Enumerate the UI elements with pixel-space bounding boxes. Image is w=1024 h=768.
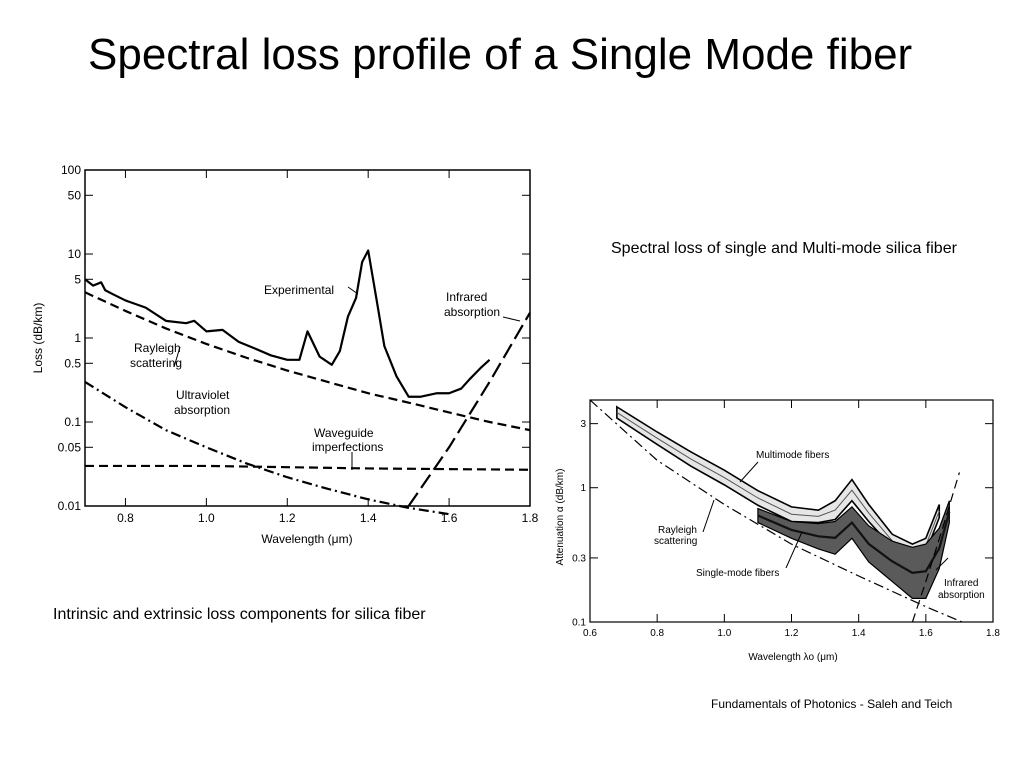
chart1-x-tick-labels: 0.8 1.0 1.2 1.4 1.6 1.8 [117,511,539,525]
c1-x-tick-label: 1.0 [198,511,215,525]
c2-x-tick-label: 0.6 [583,628,597,639]
chart2-annotation-singlemode: Single-mode fibers [696,568,779,579]
chart1-annotation-infrared-line2: absorption [444,305,500,319]
slide-title: Spectral loss profile of a Single Mode f… [88,30,913,79]
chart2-ticks [589,400,994,623]
c1-series-experimental-line [84,249,491,398]
chart1-annotation-waveguide-line1: Waveguide [314,426,374,440]
chart1-annotation-infrared-line1: Infrared [446,290,487,304]
c2-y-tick-label: 1 [580,483,586,494]
chart2-x-tick-labels: 0.6 0.8 1.0 1.2 1.4 1.6 1.8 [583,628,1000,639]
chart2-y-axis-label: Attenuation α (dB/km) [555,469,566,566]
chart1-annotation-uv-line1: Ultraviolet [176,388,230,402]
source-citation: Fundamentals of Photonics - Saleh and Te… [711,697,953,711]
c2-x-tick-label: 0.8 [650,628,664,639]
c2-x-tick-label: 1.8 [986,628,1000,639]
c2-series-single-mode-fibers-band [757,500,950,599]
chart1-annotation-arrows [173,286,521,470]
chart2-annotation-infrared-line1: Infrared [944,578,978,589]
chart2-annotation-arrows [702,461,949,571]
c1-y-tick-label: 10 [68,247,82,261]
chart2-series [590,400,964,622]
c1-x-tick-label: 1.2 [279,511,296,525]
c2-series-infrared-absorption-line [911,472,960,622]
c1-y-tick-label: 0.01 [58,499,82,513]
chart1-annotation-experimental: Experimental [264,283,334,297]
chart1-x-axis-label: Wavelength (μm) [261,532,352,546]
chart1-annotation-rayleigh-line1: Rayleigh [134,341,181,355]
chart1-frame [84,169,531,507]
c1-y-tick-label: 100 [61,163,81,177]
c1-y-tick-label: 1 [74,331,81,345]
c2-series-single-mode-fibers-center-line [757,511,951,574]
chart2-y-tick-labels: 3 1 0.3 0.1 [572,419,586,628]
c1-series-rayleigh-scattering-line [84,291,531,432]
c2-x-tick-label: 1.0 [717,628,731,639]
c1-x-tick-label: 1.8 [522,511,539,525]
chart1-annotation-rayleigh-line2: scattering [130,356,182,370]
caption-loss-components: Intrinsic and extrinsic loss components … [53,606,426,623]
chart1-y-tick-labels: 100 50 10 5 1 0.5 0.1 0.05 0.01 [58,163,82,513]
c1-y-tick-label: 50 [68,188,82,202]
c1-y-tick-label: 5 [74,272,81,286]
chart2-x-axis-label: Wavelength λo (μm) [748,652,837,663]
c2-x-tick-label: 1.6 [919,628,933,639]
c1-series-ultraviolet-absorption-line [84,380,450,516]
chart2-annotation-rayleigh-line1: Rayleigh [658,525,697,536]
c2-y-tick-label: 3 [580,419,586,430]
c2-x-tick-label: 1.4 [852,628,866,639]
c2-series-multimode-fibers-band [616,405,941,559]
c1-x-tick-label: 0.8 [117,511,134,525]
chart2-annotation-infrared-line2: absorption [938,590,985,601]
c2-y-tick-label: 0.3 [572,553,586,564]
chart2-annotation-rayleigh-line2: scattering [654,536,697,547]
chart1-annotation-uv-line2: absorption [174,403,230,417]
c1-y-tick-label: 0.5 [64,356,81,370]
c2-series-rayleigh-scattering-line [590,400,964,622]
c1-y-tick-label: 0.1 [64,415,81,429]
c2-y-tick-label: 0.1 [572,618,586,629]
chart1-series [84,249,531,516]
c1-x-tick-label: 1.4 [360,511,377,525]
chart1-ticks [85,169,531,507]
c1-series-infrared-absorption-line [407,312,531,507]
chart2-annotation-multimode: Multimode fibers [756,450,829,461]
chart1-annotation-waveguide-line2: imperfections [312,440,383,454]
caption-spectral-loss: Spectral loss of single and Multi-mode s… [611,240,957,257]
c2-x-tick-label: 1.2 [785,628,799,639]
chart1-y-axis-label: Loss (dB/km) [31,303,45,374]
c1-y-tick-label: 0.05 [58,440,82,454]
fiber-attenuation-chart: 3 1 0.3 0.1 0.6 0.8 1.0 1.2 1.4 1.6 1.8 Multimode… [555,399,1000,663]
c1-series-waveguide-imperfections-line [85,464,531,471]
